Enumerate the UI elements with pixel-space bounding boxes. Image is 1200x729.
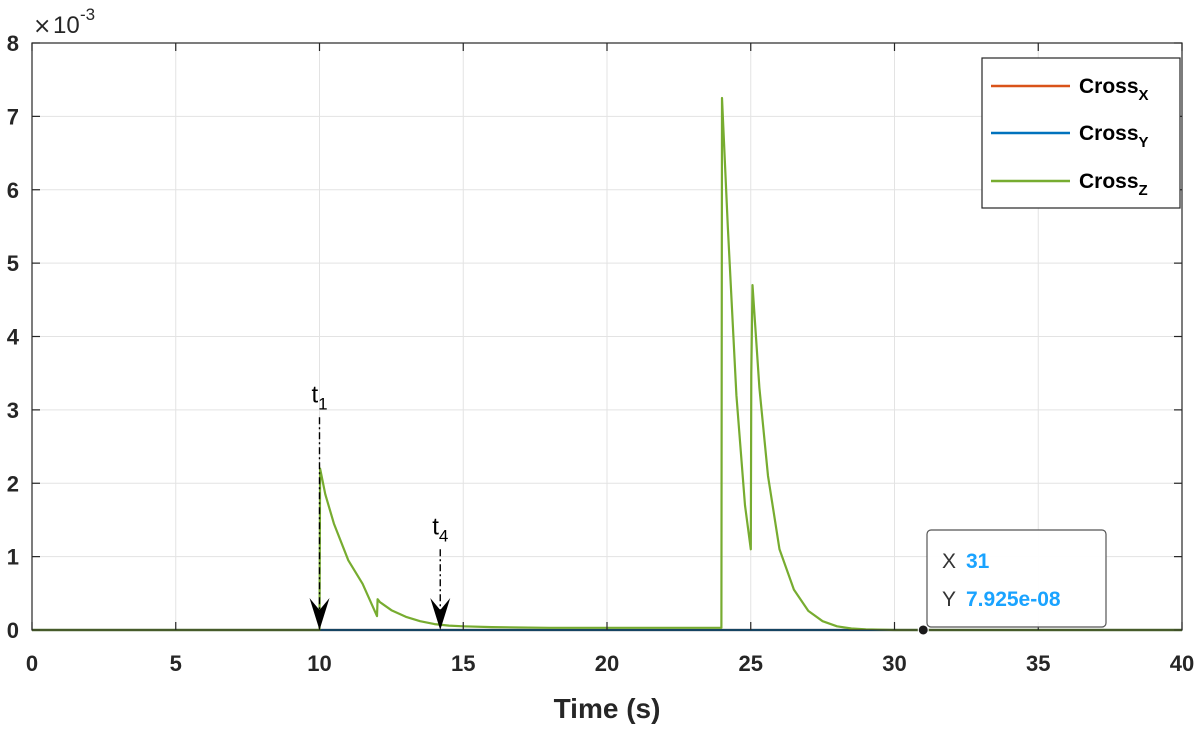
y-tick-label: 2 [7,471,19,496]
x-tick-label: 25 [739,651,763,676]
x-tick-label: 35 [1026,651,1050,676]
annotation-t4-arrowhead [430,598,451,630]
x-axis-label: Time (s) [554,693,661,724]
exponent-times-sign: × [33,14,51,39]
x-tick-label: 20 [595,651,619,676]
datatip-x-prefix: X [942,550,956,573]
datatip-y-prefix: Y [942,588,956,611]
datatip-marker[interactable] [917,624,929,636]
legend-label-cross-x: Cross [1079,75,1139,98]
x-tick-label: 5 [170,651,182,676]
x-axis-ticks: 0 5 10 15 20 25 30 35 40 [26,43,1194,676]
y-tick-label: 6 [7,178,19,203]
annotation-t1: t1 [309,382,330,630]
svg-text:CrossY: CrossY [1079,122,1149,151]
series-cross-z [32,96,1182,632]
x-tick-label: 15 [451,651,475,676]
annotation-t1-label: t1 [312,382,328,414]
y-exponent-label: × 10 -3 [33,5,95,39]
datatip-x-value: 31 [966,550,990,573]
legend-label-cross-y: Cross [1079,122,1139,145]
y-tick-label: 3 [7,398,19,423]
legend-label-cross-z: Cross [1079,170,1139,193]
datatip-box [926,529,1107,628]
x-tick-label: 40 [1170,651,1194,676]
exponent-base: 10 [53,12,80,39]
legend-sub-cross-z: Z [1139,182,1148,199]
svg-text:CrossX: CrossX [1079,75,1149,104]
y-tick-label: 7 [7,104,19,129]
legend-sub-cross-y: Y [1139,134,1149,151]
y-tick-label: 1 [7,545,19,570]
legend-item-cross-z[interactable]: CrossZ [991,170,1148,199]
legend-sub-cross-x: X [1139,87,1149,104]
datatip[interactable]: X 31 Y 7.925e-08 [917,529,1107,636]
x-tick-label: 30 [882,651,906,676]
annotation-t4-label: t4 [432,514,448,546]
annotations: t1 t4 [309,382,451,630]
y-tick-label: 0 [7,618,19,643]
legend-item-cross-y[interactable]: CrossY [991,122,1149,151]
y-tick-label: 8 [7,31,19,56]
legend[interactable]: CrossX CrossY CrossZ [981,57,1181,209]
x-tick-label: 0 [26,651,38,676]
legend-item-cross-x[interactable]: CrossX [991,75,1149,104]
annotation-t1-arrowhead [309,598,330,630]
datatip-y-value: 7.925e-08 [966,588,1061,611]
annotation-t4: t4 [430,514,451,630]
x-tick-label: 10 [307,651,331,676]
exponent-power: -3 [80,5,95,24]
y-axis-ticks: 0 1 2 3 4 5 6 7 8 [7,31,1182,643]
y-tick-label: 5 [7,251,19,276]
y-tick-label: 4 [7,325,20,350]
svg-text:CrossZ: CrossZ [1079,170,1148,199]
grid-lines [32,43,1182,630]
